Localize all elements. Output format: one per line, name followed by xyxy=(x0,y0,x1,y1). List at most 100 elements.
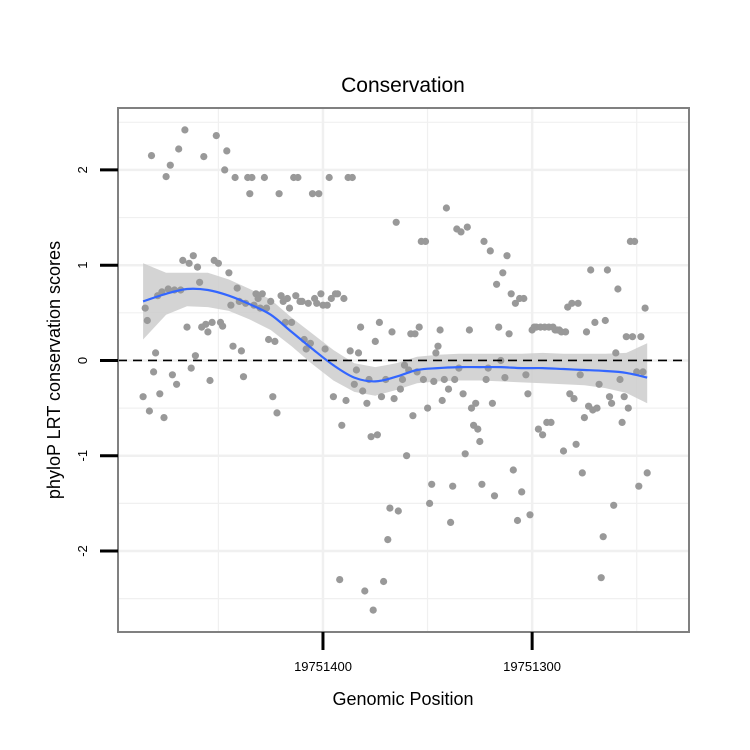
data-point xyxy=(620,393,628,401)
data-point xyxy=(488,399,496,407)
data-point xyxy=(292,292,300,300)
data-point xyxy=(267,297,275,305)
data-point xyxy=(574,299,582,307)
panel-border xyxy=(117,107,690,633)
data-point xyxy=(189,252,197,260)
data-point xyxy=(271,337,279,345)
data-point xyxy=(612,349,620,357)
data-point xyxy=(342,396,350,405)
data-point xyxy=(597,574,605,582)
data-point xyxy=(520,294,528,303)
data-point xyxy=(160,414,168,422)
data-point xyxy=(463,223,471,231)
data-point xyxy=(616,375,624,384)
data-point xyxy=(191,352,199,360)
data-point xyxy=(327,294,335,303)
data-point xyxy=(380,577,388,586)
data-point xyxy=(239,373,248,381)
data-point xyxy=(474,425,482,433)
data-point xyxy=(294,173,302,182)
data-point xyxy=(219,322,227,330)
data-point xyxy=(576,371,584,379)
data-point xyxy=(394,507,402,515)
data-point xyxy=(599,533,607,541)
data-point xyxy=(196,278,204,286)
data-point xyxy=(582,328,591,336)
data-point xyxy=(302,345,310,353)
data-point xyxy=(436,326,444,334)
data-point xyxy=(164,285,172,293)
data-point xyxy=(593,404,601,412)
data-point xyxy=(348,173,356,182)
data-point xyxy=(513,516,522,525)
data-point xyxy=(350,380,358,388)
data-point xyxy=(388,328,396,336)
data-point xyxy=(168,371,176,379)
data-point xyxy=(359,387,367,395)
data-point xyxy=(476,437,484,446)
y-tick-label: -2 xyxy=(75,545,90,557)
x-tick-label: 19751400 xyxy=(294,659,352,674)
data-point xyxy=(457,228,465,236)
data-point xyxy=(641,304,649,312)
data-point xyxy=(354,349,363,357)
data-point xyxy=(605,393,614,401)
data-point xyxy=(637,333,645,341)
data-point xyxy=(202,320,210,328)
data-point xyxy=(206,376,214,385)
data-point xyxy=(288,318,296,326)
data-point xyxy=(200,153,208,161)
data-point xyxy=(465,326,473,334)
data-point xyxy=(141,304,149,312)
data-point xyxy=(430,377,438,385)
data-point xyxy=(547,418,555,426)
data-point xyxy=(578,469,586,477)
data-point xyxy=(432,349,440,357)
data-point xyxy=(363,399,371,407)
data-point xyxy=(156,390,164,398)
data-point xyxy=(398,375,407,384)
data-point xyxy=(390,395,398,403)
data-point xyxy=(570,395,578,403)
data-point xyxy=(559,447,568,455)
data-point xyxy=(614,285,622,293)
y-tick-label: 1 xyxy=(75,262,90,269)
data-point xyxy=(352,366,360,374)
data-point xyxy=(587,266,595,274)
data-point xyxy=(444,385,453,393)
data-point xyxy=(421,237,430,245)
data-point xyxy=(187,364,195,372)
data-point xyxy=(221,166,229,174)
data-point xyxy=(375,318,383,326)
data-point xyxy=(472,399,480,407)
data-point xyxy=(591,318,599,326)
data-point xyxy=(480,237,488,245)
data-point xyxy=(507,290,515,298)
data-point xyxy=(246,190,254,198)
data-point xyxy=(438,396,446,405)
data-point xyxy=(173,380,181,388)
data-point xyxy=(595,380,603,388)
data-point xyxy=(162,173,170,181)
data-point xyxy=(628,333,637,341)
data-point xyxy=(511,299,519,307)
data-point xyxy=(451,375,459,384)
data-point xyxy=(461,450,469,458)
data-point xyxy=(229,342,237,350)
data-point xyxy=(384,536,392,544)
data-point xyxy=(467,404,476,412)
data-point xyxy=(273,409,281,417)
data-point xyxy=(283,294,291,303)
data-point xyxy=(208,318,216,326)
data-point xyxy=(225,269,233,277)
data-point xyxy=(357,323,365,331)
data-point xyxy=(426,499,434,507)
x-axis-label: Genomic Position xyxy=(332,689,473,709)
data-point xyxy=(534,425,543,433)
data-point xyxy=(361,587,369,595)
data-point xyxy=(325,173,333,182)
data-point xyxy=(566,390,574,398)
data-point xyxy=(185,259,193,267)
data-point xyxy=(231,173,239,182)
data-point xyxy=(428,480,436,488)
